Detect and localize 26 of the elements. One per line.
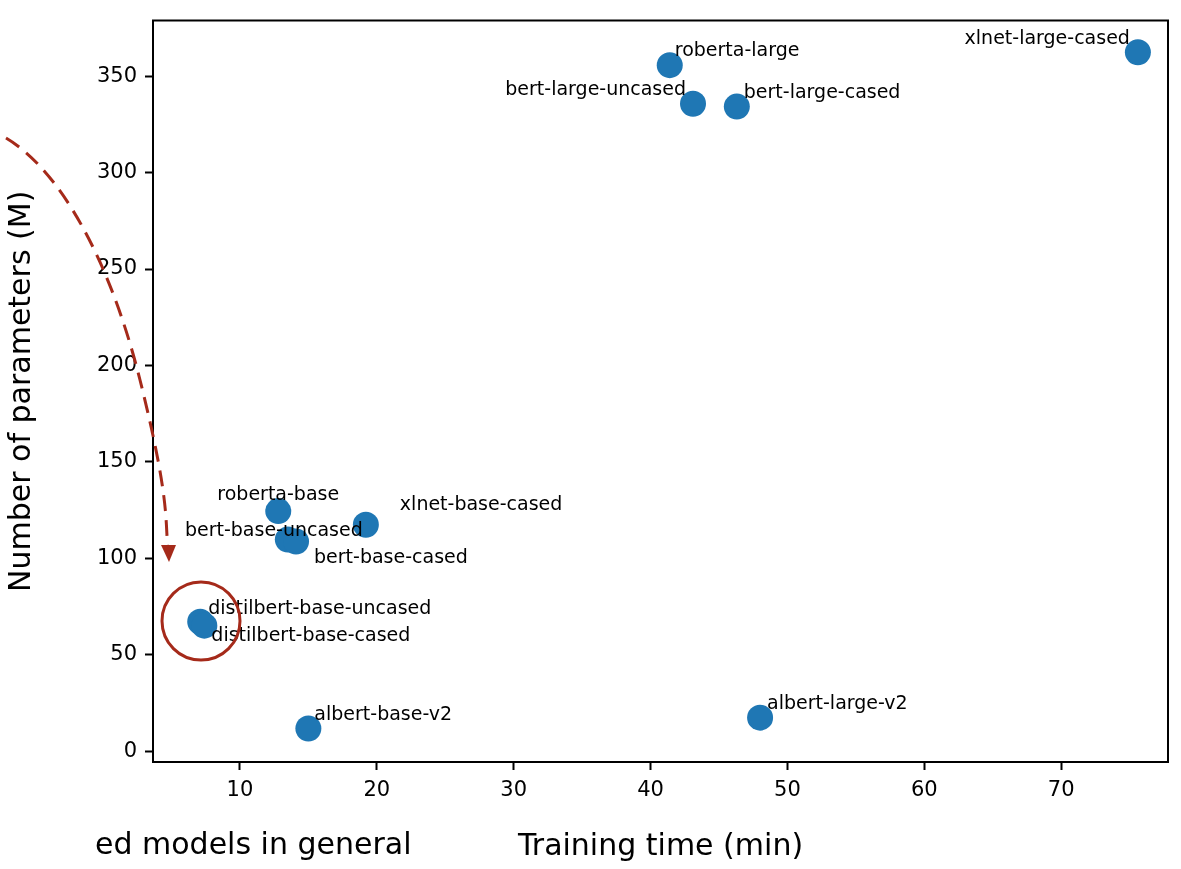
data-label: xlnet-large-cased <box>964 26 1130 49</box>
y-axis-title: Number of parameters (M) <box>1 190 37 592</box>
y-tick-label: 50 <box>110 641 137 666</box>
y-tick-label: 150 <box>96 448 137 473</box>
data-label: roberta-base <box>217 482 340 505</box>
data-label: albert-base-v2 <box>314 702 453 725</box>
x-tick-label: 30 <box>500 777 528 802</box>
y-tick-label: 300 <box>96 159 137 184</box>
x-tick-label: 70 <box>1047 777 1075 802</box>
y-tick-label: 100 <box>96 544 137 569</box>
data-label: bert-large-cased <box>743 79 901 102</box>
data-label: roberta-large <box>674 38 800 61</box>
text: ed models in general <box>95 826 412 861</box>
y-tick-label: 250 <box>96 255 137 280</box>
x-tick-label: 40 <box>637 777 664 802</box>
y-tick-label: 0 <box>123 737 137 762</box>
x-tick-label: 60 <box>910 777 938 802</box>
y-tick-label: 350 <box>96 62 137 87</box>
data-label: albert-large-v2 <box>767 690 908 713</box>
data-label: bert-base-cased <box>314 545 468 568</box>
data-label: bert-large-uncased <box>505 76 687 99</box>
data-label: xlnet-base-cased <box>399 491 563 514</box>
x-tick-label: 10 <box>226 777 254 802</box>
x-tick-label: 20 <box>363 777 391 802</box>
x-tick-label: 50 <box>774 777 801 802</box>
x-axis-title: Training time (min) <box>516 826 804 862</box>
